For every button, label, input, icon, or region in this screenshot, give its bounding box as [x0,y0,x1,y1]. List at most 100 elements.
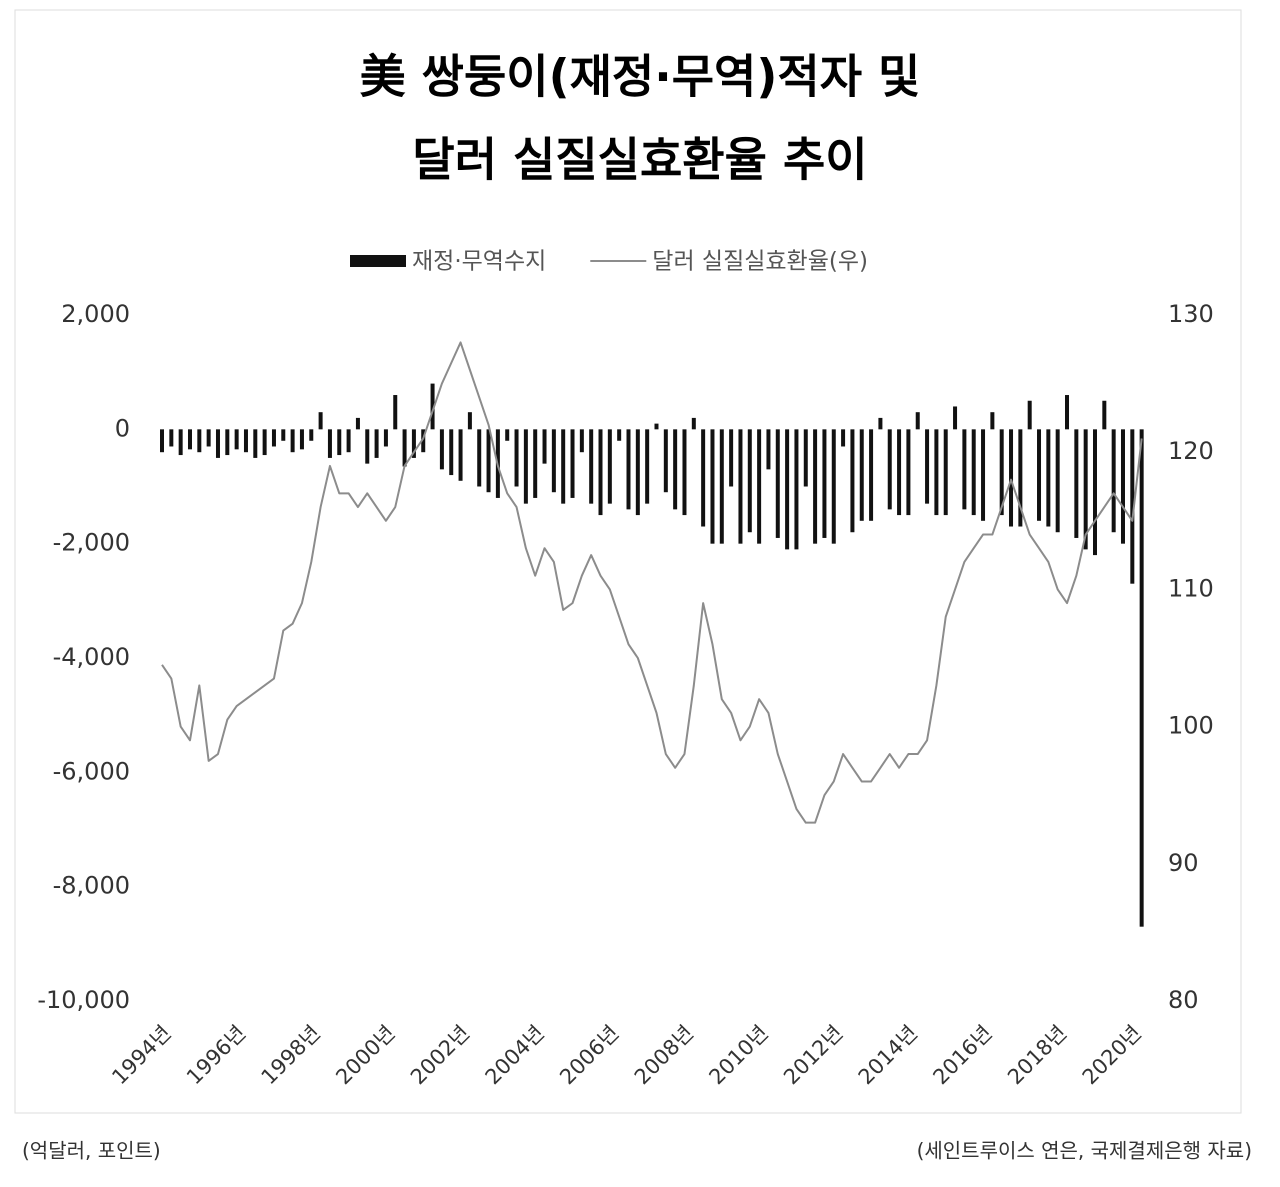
bar [971,429,976,516]
bar [187,429,192,450]
bar [262,429,267,456]
bar [1065,395,1070,430]
y-tick-label: -8,000 [53,872,130,900]
x-tick-label: 2018년 [1003,1021,1071,1089]
bar [439,429,444,470]
legend-label: 재정·무역수지 [412,249,546,275]
bar [327,429,332,458]
x-tick-label: 2006년 [555,1021,623,1089]
bar [467,412,472,430]
bar [999,429,1004,516]
bar [990,412,995,430]
bar [542,429,547,464]
bar [822,429,827,538]
x-tick-label: 2008년 [630,1021,698,1089]
bar [897,429,902,516]
bar [589,429,594,504]
bar [253,429,258,458]
bar [206,429,211,447]
x-tick-label: 2004년 [481,1021,549,1089]
bar [757,429,762,544]
bar [281,429,286,441]
bar [617,429,622,441]
y2-tick-label: 90 [1168,849,1199,877]
bar [775,429,780,538]
bar [1046,429,1051,527]
x-tick-label: 1998년 [257,1021,325,1089]
bar [747,429,752,533]
bar [421,429,426,453]
bar [1027,400,1032,430]
y2-tick-label: 120 [1168,437,1214,465]
bar [729,429,734,487]
x-tick-label: 2014년 [854,1021,922,1089]
chart-title: 美 쌍둥이(재정·무역)적자 및 [360,50,921,104]
x-tick-label: 2010년 [704,1021,772,1089]
bar [579,429,584,453]
bar [673,429,678,510]
bar [1074,429,1079,538]
x-tick-label: 1994년 [107,1021,175,1089]
bar [299,429,304,450]
bar [365,429,370,464]
y2-tick-label: 80 [1168,986,1199,1014]
bar [197,429,202,453]
y2-tick-label: 110 [1168,574,1214,602]
bar [505,429,510,441]
bar [962,429,967,510]
bar [607,429,612,504]
x-tick-label: 2012년 [779,1021,847,1089]
bar [850,429,855,533]
bar [915,412,920,430]
bar [785,429,790,550]
bar [766,429,771,470]
bar [1130,429,1135,584]
bar [169,429,174,447]
bar [803,429,808,487]
legend-swatch [350,255,406,267]
x-tick-label: 2016년 [928,1021,996,1089]
y-tick-label: -4,000 [53,643,130,671]
bar [710,429,715,544]
y2-tick-label: 100 [1168,712,1214,740]
bar [691,417,696,430]
bar [514,429,519,487]
x-tick-label: 1996년 [182,1021,250,1089]
bar [449,429,454,476]
bar [831,429,836,544]
bar [645,429,650,504]
bar [551,429,556,493]
bar [682,429,687,516]
bar [1093,429,1097,556]
chart-subtitle: 달러 실질실효환율 추이 [412,133,867,187]
bar [598,429,603,516]
unit-note: (억달러, 포인트) [22,1139,161,1163]
bar [477,429,482,487]
bar [1055,429,1060,533]
x-tick-label: 2000년 [331,1021,399,1089]
bar [1018,429,1023,527]
y-tick-label: 2,000 [61,300,130,328]
bar [561,429,566,504]
bar [271,429,276,447]
y-tick-label: -10,000 [37,986,130,1014]
bar [813,429,818,544]
x-tick-label: 2020년 [1078,1021,1146,1089]
bar [458,429,463,481]
bar [523,429,528,504]
legend-label: 달러 실질실효환율(우) [652,249,868,275]
bar [1120,429,1125,544]
bar [953,406,958,430]
bar [160,429,164,453]
bar [794,429,799,550]
bar [869,429,874,521]
bar [309,429,314,441]
y2-tick-label: 130 [1168,300,1214,328]
bar [934,429,939,516]
bar [1102,400,1107,430]
bar [626,429,631,510]
bar [337,429,342,456]
bar [1009,429,1014,527]
